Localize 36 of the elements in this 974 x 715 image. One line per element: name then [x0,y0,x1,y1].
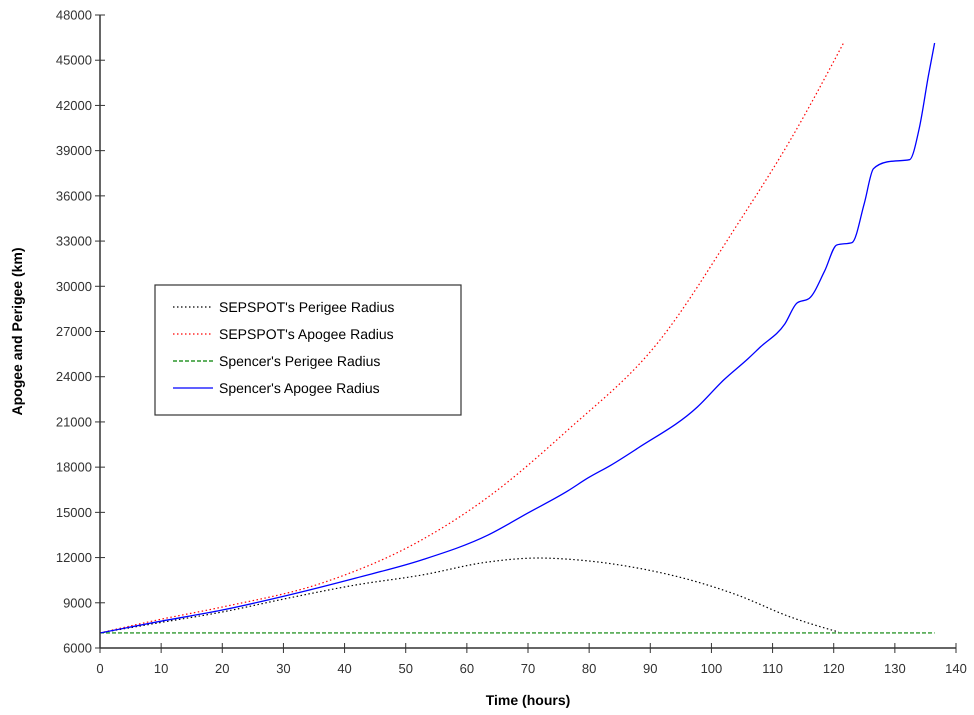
y-tick-label: 45000 [56,52,92,68]
x-tick-label: 70 [520,661,536,676]
x-tick-label: 90 [643,661,658,676]
legend-label: SEPSPOT's Perigee Radius [219,299,394,315]
y-tick-label: 24000 [56,369,92,384]
y-tick-label: 12000 [56,550,92,566]
y-tick-label: 39000 [56,143,92,158]
y-tick-label: 18000 [56,460,92,475]
y-tick-label: 6000 [63,640,92,656]
y-tick-label: 33000 [56,234,92,249]
x-axis-title: Time (hours) [486,692,570,708]
y-tick-label: 48000 [56,8,92,22]
x-tick-label: 30 [276,661,291,676]
x-tick-label: 140 [945,661,967,676]
legend-label: Spencer's Apogee Radius [219,380,380,396]
x-tick-label: 100 [700,661,722,676]
y-tick-label: 27000 [56,324,92,339]
x-tick-label: 40 [337,661,352,676]
x-tick-label: 60 [460,661,474,676]
y-tick-label: 42000 [56,98,92,113]
x-tick-label: 50 [398,661,413,676]
y-tick-label: 9000 [63,595,92,610]
y-tick-label: 30000 [56,278,92,294]
y-axis-title: Apogee and Perigee (km) [9,247,25,416]
y-tick-label: 36000 [56,188,92,204]
y-tick-label: 15000 [56,504,92,520]
y-tick-label: 21000 [56,414,92,430]
x-tick-label: 120 [822,661,845,676]
x-tick-label: 80 [582,661,596,676]
x-tick-label: 20 [215,661,230,676]
x-tick-label: 130 [884,661,906,676]
legend-label: Spencer's Perigee Radius [219,353,380,369]
x-tick-label: 110 [762,661,783,676]
x-tick-label: 0 [96,661,104,676]
legend-label: SEPSPOT's Apogee Radius [219,326,394,342]
x-tick-label: 10 [154,661,168,676]
